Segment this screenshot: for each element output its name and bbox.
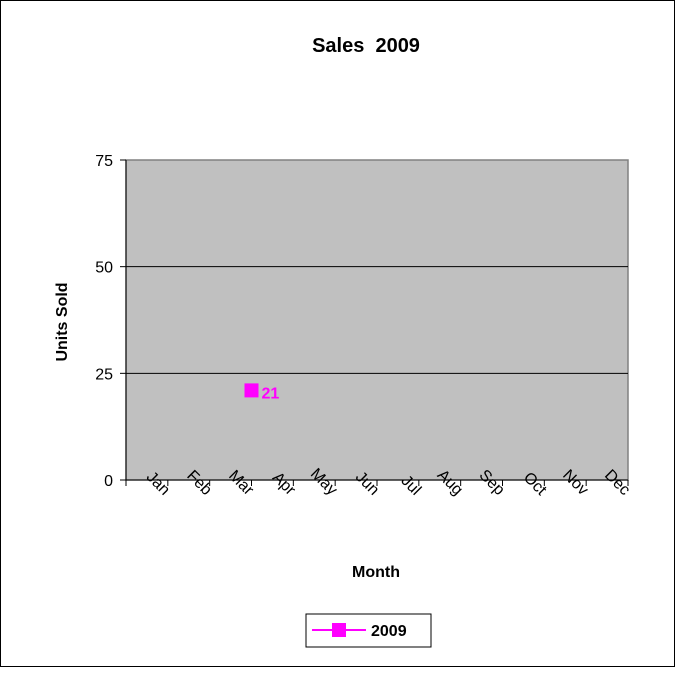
- data-label: 21: [262, 385, 280, 402]
- legend-marker-icon: [332, 623, 346, 637]
- series-layer: 21: [244, 383, 280, 402]
- y-axis-label: Units Sold: [54, 282, 71, 361]
- y-tick-label: 25: [95, 366, 113, 383]
- x-axis-label: Month: [352, 564, 400, 581]
- y-tick-label: 50: [95, 260, 113, 277]
- gridlines: [126, 266, 628, 374]
- plot-area: [125, 159, 629, 481]
- y-tick-label: 75: [95, 153, 113, 170]
- y-axis: 0 25 50 75: [95, 153, 127, 490]
- legend-entry-label: 2009: [371, 623, 407, 640]
- legend: 2009: [305, 613, 432, 648]
- chart-title: Sales 2009: [312, 35, 420, 57]
- data-point-marker: [244, 383, 259, 398]
- y-tick-label: 0: [104, 473, 113, 490]
